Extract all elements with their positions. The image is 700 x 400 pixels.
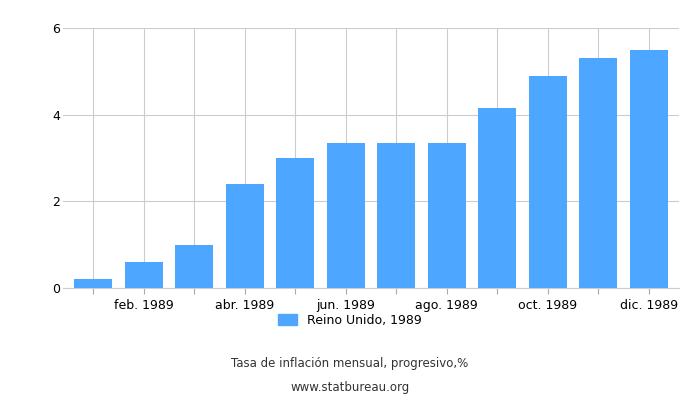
Legend: Reino Unido, 1989: Reino Unido, 1989	[273, 309, 427, 332]
Bar	[580, 58, 617, 288]
Bar	[175, 245, 214, 288]
Text: Tasa de inflación mensual, progresivo,%: Tasa de inflación mensual, progresivo,%	[232, 358, 468, 370]
Bar	[125, 262, 162, 288]
Bar	[327, 143, 365, 288]
Bar	[226, 184, 264, 288]
Bar	[630, 50, 668, 288]
Bar	[377, 143, 415, 288]
Bar	[74, 279, 112, 288]
Bar	[428, 143, 466, 288]
Bar	[528, 76, 567, 288]
Bar	[478, 108, 516, 288]
Bar	[276, 158, 314, 288]
Text: www.statbureau.org: www.statbureau.org	[290, 382, 410, 394]
